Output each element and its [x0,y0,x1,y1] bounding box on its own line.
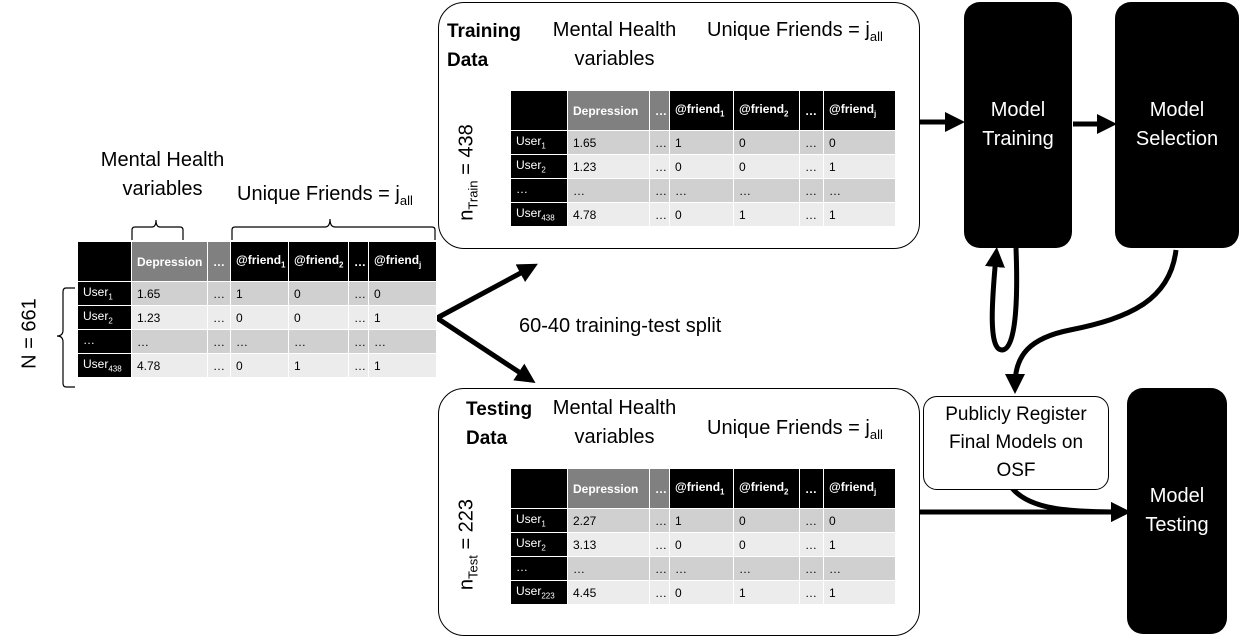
main-data-table: Depression … @friend1 @friend2 … @friend… [77,241,437,378]
table-row: User438 4.78… 0 1… 1 [77,353,437,378]
register-osf-box: Publicly Register Final Models on OSF [923,396,1109,490]
arrow-loop [985,247,1020,353]
main-mental-health-label: Mental Health variables [100,149,225,200]
training-data-table: Depression … @friend1 @friend2 … @friend… [510,90,896,227]
table-row: ………………… [510,178,896,203]
training-mental-health-label: Mental Health variables [552,19,677,70]
table-row: User223 4.45… 0 1… 1 [510,580,896,605]
table-row: User1 2.27… 1 0… 0 [510,508,896,533]
brace-main-uf [231,218,436,240]
testing-title: Testing Data [466,399,533,449]
main-unique-friends-label: Unique Friends = jall [237,183,413,208]
brace-main-n [56,287,75,388]
model-selection-box: Model Selection [1115,2,1239,248]
header-depression: Depression [131,241,208,282]
arrow-to-training [435,263,538,321]
header-depression: Depression [567,90,650,131]
training-title: Training Data [447,21,521,71]
split-label: 60-40 training-test split [519,315,722,337]
testing-data-table: Depression … @friend1 @friend2 … @friend… [510,468,896,605]
table-row: User2 3.13… 0 0… 1 [510,532,896,557]
brace-main-mh [131,219,184,240]
table-row: User1 1.65… 1 0… 0 [77,281,437,306]
model-testing-box: Model Testing [1127,388,1227,634]
table-row: ………………… [510,556,896,581]
testing-n-label: nTest = 223 [455,498,481,591]
model-training-box: Model Training [964,2,1072,248]
arrow-register-to-testing [1010,486,1131,522]
table-row: User2 1.23… 0 0… 1 [77,305,437,330]
arrow-selection-to-register [1005,249,1179,394]
table-row: User438 4.78… 0 1… 1 [510,202,896,227]
training-unique-friends-label: Unique Friends = jall [707,19,883,44]
testing-mental-health-label: Mental Health variables [552,397,677,448]
testing-unique-friends-label: Unique Friends = jall [707,417,883,442]
arrow-to-testing [435,315,536,383]
table-row: User1 1.65… 1 0… 0 [510,130,896,155]
main-n-label: N = 661 [18,298,41,369]
table-row: User2 1.23… 0 0… 1 [510,154,896,179]
training-n-label: nTrain = 438 [455,124,481,221]
header-depression: Depression [567,468,650,509]
table-row: ………………… [77,329,437,354]
